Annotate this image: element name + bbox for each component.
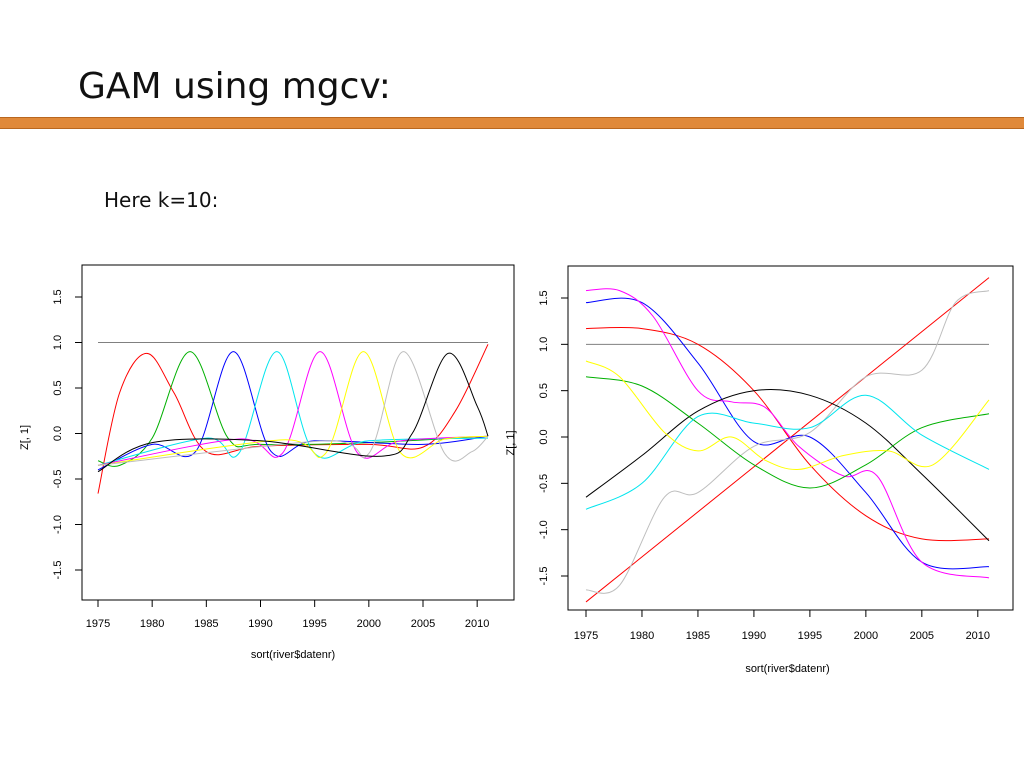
x-tick-label: 2005 (411, 618, 435, 630)
y-tick-label: 1.0 (52, 335, 64, 350)
series-line-basis-4 (585, 290, 990, 594)
x-tick-label: 1980 (630, 630, 654, 642)
x-tick-label: 1995 (302, 618, 326, 630)
y-tick-label: 1.0 (538, 337, 550, 352)
series-line-basis-2 (585, 297, 990, 570)
x-tick-label: 1990 (248, 618, 272, 630)
y-tick-label: -1.0 (52, 515, 64, 534)
plot-frame (81, 264, 515, 601)
series-line-basis-3 (97, 351, 489, 471)
series-line-basis-5 (97, 351, 489, 466)
x-axis-title: sort(river$datenr) (251, 649, 335, 661)
y-tick-label: -0.5 (52, 470, 64, 489)
x-tick-label: 2010 (966, 630, 990, 642)
series-line-basis-5 (585, 389, 990, 542)
slide-subtitle: Here k=10: (104, 188, 219, 212)
y-tick-label: -1.5 (52, 561, 64, 580)
series-line-basis-1 (585, 326, 990, 542)
y-tick-label: -1.5 (538, 567, 550, 586)
series-line-basis-8 (585, 360, 990, 470)
x-tick-label: 1980 (140, 618, 164, 630)
x-tick-label: 1985 (686, 630, 710, 642)
y-tick-label: 1.5 (52, 289, 64, 304)
x-tick-label: 2000 (357, 618, 381, 630)
y-tick-label: 0.0 (52, 426, 64, 441)
x-axis-title: sort(river$datenr) (745, 663, 829, 675)
x-tick-label: 1995 (798, 630, 822, 642)
series-line-basis-3 (585, 288, 990, 579)
y-tick-label: 1.5 (538, 290, 550, 305)
chart-2: 1975 1980 1985 1990 1995 2000 2005 2010 -1.5 -1.0… (505, 265, 1014, 675)
x-tick-label: 2000 (854, 630, 878, 642)
series-line-basis-6 (585, 376, 990, 489)
chart-1: 1975 1980 1985 1990 1995 2000 2005 2010 -1.5 -1.0… (19, 264, 515, 661)
x-tick-label: 1975 (86, 618, 110, 630)
y-axis-title: Z[, 1] (505, 430, 517, 455)
y-axis-title: Z[, 1] (19, 425, 31, 450)
series-line-basis-8 (97, 352, 489, 473)
y-tick-label: 0.5 (538, 383, 550, 398)
x-tick-label: 2005 (910, 630, 934, 642)
slide-title: GAM using mgcv: (78, 66, 391, 107)
x-tick-label: 2010 (465, 618, 489, 630)
x-tick-label: 1985 (194, 618, 218, 630)
series-line-basis-7 (97, 351, 489, 466)
y-tick-label: -0.5 (538, 474, 550, 493)
series-line-basis-4 (97, 351, 489, 466)
x-tick-label: 1990 (742, 630, 766, 642)
series-line-basis-7 (585, 394, 990, 510)
series-line-basis-1 (97, 344, 489, 494)
title-divider (0, 117, 1024, 129)
y-tick-label: 0.5 (52, 380, 64, 395)
x-tick-label: 1975 (574, 630, 598, 642)
y-tick-label: 0.0 (538, 429, 550, 444)
series-line-basis-6 (97, 351, 489, 466)
y-tick-label: -1.0 (538, 520, 550, 539)
